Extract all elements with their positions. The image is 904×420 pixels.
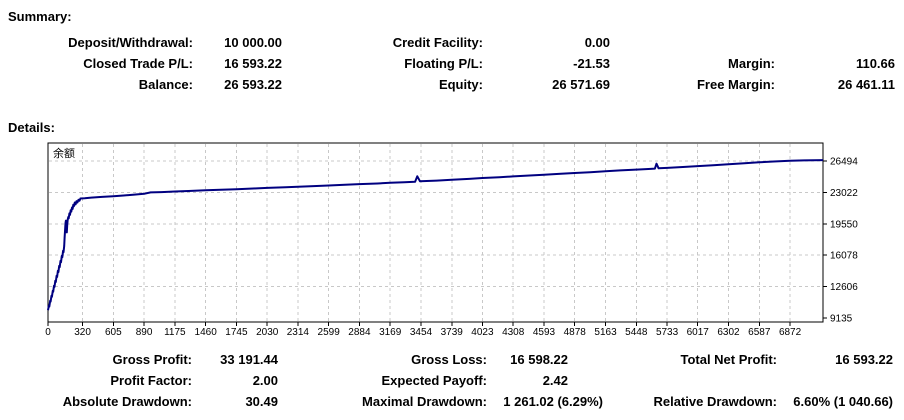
closed-trade-pl-value: 16 593.22 bbox=[224, 56, 282, 71]
balance-label: Balance: bbox=[138, 77, 193, 92]
x-axis-tick-label: 2314 bbox=[287, 327, 310, 338]
margin-value: 110.66 bbox=[855, 56, 895, 71]
gross-loss-value: 16 598.22 bbox=[510, 352, 568, 367]
balance-chart: 0 320 605 890 1175 1460 1745 2030 2314 2599 2884 31… bbox=[0, 130, 904, 345]
balance-value: 26 593.22 bbox=[224, 77, 282, 92]
x-axis-tick-label: 6302 bbox=[717, 327, 740, 338]
absolute-drawdown-value: 30.49 bbox=[245, 394, 278, 409]
relative-drawdown-value: 6.60% (1 040.66) bbox=[793, 394, 893, 409]
y-axis-tick-label: 26494 bbox=[830, 157, 858, 168]
closed-trade-pl-label: Closed Trade P/L: bbox=[83, 56, 193, 71]
total-net-profit-label: Total Net Profit: bbox=[680, 352, 777, 367]
details-heading: Details: bbox=[8, 120, 55, 135]
x-axis-tick-label: 3169 bbox=[379, 327, 402, 338]
absolute-drawdown-label: Absolute Drawdown: bbox=[62, 394, 192, 409]
equity-value: 26 571.69 bbox=[552, 77, 610, 92]
x-axis-tick-label: 605 bbox=[105, 327, 122, 338]
deposit-withdrawal-label: Deposit/Withdrawal: bbox=[68, 35, 193, 50]
maximal-drawdown-value: 1 261.02 (6.29%) bbox=[503, 394, 603, 409]
equity-label: Equity: bbox=[438, 77, 483, 92]
profit-factor-label: Profit Factor: bbox=[110, 373, 192, 388]
balance-chart-svg: 0 320 605 890 1175 1460 1745 2030 2314 2599 2884 31… bbox=[45, 142, 858, 338]
maximal-drawdown-label: Maximal Drawdown: bbox=[362, 394, 487, 409]
x-axis-tick-label: 6872 bbox=[779, 327, 802, 338]
x-axis-tick-label: 5448 bbox=[625, 327, 648, 338]
free-margin-label: Free Margin: bbox=[696, 77, 775, 92]
x-axis-tick-label: 1175 bbox=[164, 327, 186, 338]
x-axis-tick-label: 1745 bbox=[225, 327, 248, 338]
credit-facility-value: 0.00 bbox=[584, 35, 610, 50]
x-axis-tick-label: 890 bbox=[136, 327, 153, 338]
y-axis-tick-label: 16078 bbox=[830, 251, 858, 262]
summary-row: Balance: 26 593.22 Equity: 26 571.69 Fre… bbox=[0, 77, 904, 92]
x-axis-tick-label: 4023 bbox=[471, 327, 494, 338]
balance-line bbox=[47, 159, 824, 311]
floating-pl-label: Floating P/L: bbox=[404, 56, 483, 71]
y-axis-tick-label: 23022 bbox=[830, 188, 858, 199]
gross-profit-value: 33 191.44 bbox=[220, 352, 278, 367]
floating-pl-value: -21.53 bbox=[573, 56, 610, 71]
margin-label: Margin: bbox=[728, 56, 775, 71]
x-axis-tick-label: 6017 bbox=[687, 327, 710, 338]
gross-loss-label: Gross Loss: bbox=[411, 352, 487, 367]
x-axis-tick-label: 4593 bbox=[533, 327, 556, 338]
summary-heading: Summary: bbox=[8, 9, 72, 24]
x-axis-tick-label: 2884 bbox=[348, 327, 371, 338]
x-axis-tick-label: 4308 bbox=[502, 327, 525, 338]
expected-payoff-label: Expected Payoff: bbox=[381, 373, 487, 388]
stats-row: Gross Profit: 33 191.44 Gross Loss: 16 5… bbox=[0, 352, 904, 367]
x-axis-tick-label: 5733 bbox=[656, 327, 679, 338]
x-axis-tick-label: 320 bbox=[74, 327, 91, 338]
relative-drawdown-label: Relative Drawdown: bbox=[653, 394, 777, 409]
y-axis-tick-label: 12606 bbox=[830, 282, 858, 293]
stats-row: Absolute Drawdown: 30.49 Maximal Drawdow… bbox=[0, 394, 904, 409]
free-margin-value: 26 461.11 bbox=[837, 77, 895, 92]
x-axis-tick-label: 3739 bbox=[441, 327, 464, 338]
stats-row: Profit Factor: 2.00 Expected Payoff: 2.4… bbox=[0, 373, 904, 388]
total-net-profit-value: 16 593.22 bbox=[835, 352, 893, 367]
x-axis-tick-label: 0 bbox=[45, 327, 51, 338]
y-axis-tick-label: 19550 bbox=[830, 219, 858, 230]
deposit-withdrawal-value: 10 000.00 bbox=[224, 35, 282, 50]
summary-row: Closed Trade P/L: 16 593.22 Floating P/L… bbox=[0, 56, 904, 71]
x-axis-tick-label: 1460 bbox=[195, 327, 218, 338]
x-axis-tick-label: 6587 bbox=[748, 327, 771, 338]
chart-series-title: 余额 bbox=[53, 146, 75, 160]
y-axis-tick-label: 9135 bbox=[830, 314, 853, 325]
profit-factor-value: 2.00 bbox=[252, 373, 278, 388]
summary-row: Deposit/Withdrawal: 10 000.00 Credit Fac… bbox=[0, 35, 904, 50]
credit-facility-label: Credit Facility: bbox=[392, 35, 483, 50]
chart-border bbox=[47, 142, 824, 323]
x-axis-tick-label: 2599 bbox=[318, 327, 341, 338]
expected-payoff-value: 2.42 bbox=[542, 373, 568, 388]
gross-profit-label: Gross Profit: bbox=[112, 352, 192, 367]
x-axis-tick-label: 4878 bbox=[564, 327, 587, 338]
x-axis-tick-label: 5163 bbox=[594, 327, 617, 338]
x-axis-tick-label: 2030 bbox=[256, 327, 279, 338]
x-axis-tick-label: 3454 bbox=[410, 327, 433, 338]
